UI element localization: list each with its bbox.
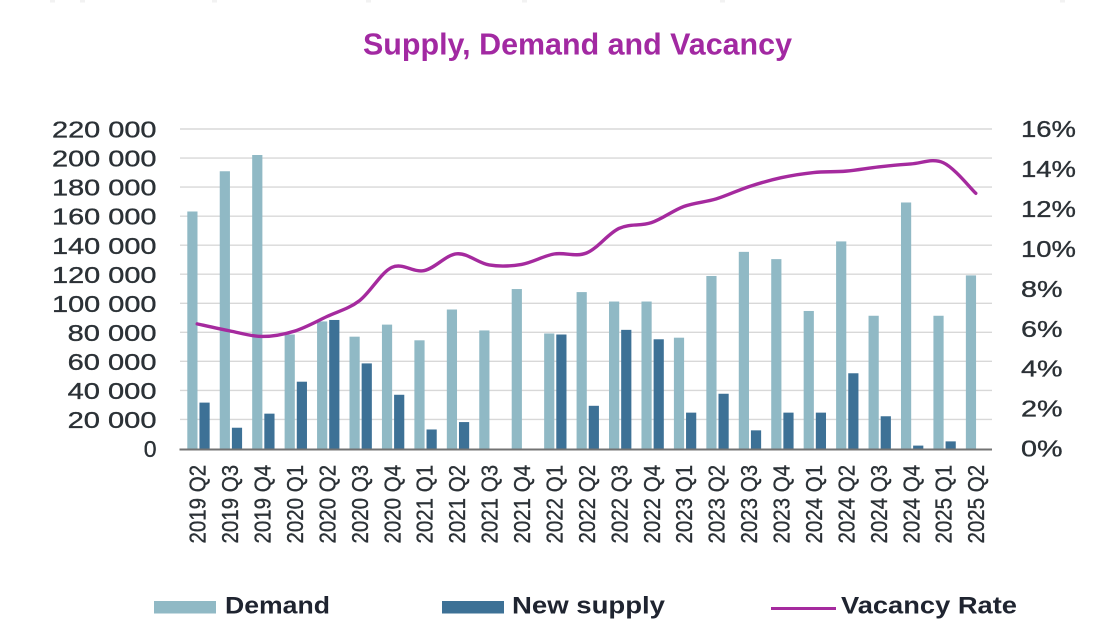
svg-text:0: 0 — [144, 436, 157, 462]
svg-text:2023 Q3: 2023 Q3 — [736, 465, 762, 544]
svg-text:2021 Q2: 2021 Q2 — [444, 465, 470, 544]
svg-text:2025 Q1: 2025 Q1 — [931, 465, 957, 544]
svg-text:4%: 4% — [1021, 356, 1063, 382]
svg-text:160 000: 160 000 — [52, 204, 157, 230]
svg-text:2022 Q4: 2022 Q4 — [639, 465, 665, 544]
svg-text:2022 Q3: 2022 Q3 — [606, 465, 632, 544]
svg-text:2019 Q2: 2019 Q2 — [185, 465, 211, 544]
svg-text:2024 Q4: 2024 Q4 — [898, 465, 924, 544]
svg-text:2024 Q3: 2024 Q3 — [866, 465, 892, 544]
svg-text:40 000: 40 000 — [68, 378, 157, 404]
svg-text:16%: 16% — [1021, 116, 1076, 142]
svg-text:80 000: 80 000 — [68, 320, 157, 346]
svg-text:2023 Q1: 2023 Q1 — [671, 465, 697, 544]
svg-text:2023 Q4: 2023 Q4 — [769, 465, 795, 544]
svg-text:220 000: 220 000 — [52, 117, 157, 143]
svg-text:New supply: New supply — [512, 593, 666, 620]
svg-text:100 000: 100 000 — [52, 291, 157, 317]
svg-text:2023 Q2: 2023 Q2 — [704, 465, 730, 544]
svg-text:2021 Q3: 2021 Q3 — [477, 465, 503, 544]
svg-text:2019 Q3: 2019 Q3 — [217, 465, 243, 544]
svg-text:2022 Q2: 2022 Q2 — [574, 465, 600, 544]
svg-text:10%: 10% — [1021, 236, 1076, 262]
svg-text:2024 Q1: 2024 Q1 — [801, 465, 827, 544]
svg-text:0%: 0% — [1021, 436, 1063, 462]
svg-text:2021 Q4: 2021 Q4 — [509, 465, 535, 544]
svg-text:120 000: 120 000 — [52, 262, 157, 288]
svg-text:180 000: 180 000 — [52, 175, 157, 201]
svg-text:2020 Q4: 2020 Q4 — [379, 465, 405, 544]
svg-text:Demand: Demand — [225, 593, 330, 620]
svg-text:2%: 2% — [1021, 396, 1063, 422]
svg-text:2019 Q4: 2019 Q4 — [250, 465, 276, 544]
svg-text:60 000: 60 000 — [68, 349, 157, 375]
svg-text:12%: 12% — [1021, 196, 1076, 222]
svg-text:6%: 6% — [1021, 316, 1063, 342]
svg-text:200 000: 200 000 — [52, 146, 157, 172]
svg-text:2020 Q2: 2020 Q2 — [314, 465, 340, 544]
svg-text:Vacancy Rate: Vacancy Rate — [841, 593, 1017, 620]
svg-text:20 000: 20 000 — [68, 407, 157, 433]
svg-text:2020 Q3: 2020 Q3 — [347, 465, 373, 544]
svg-text:140 000: 140 000 — [52, 233, 157, 259]
svg-text:Supply, Demand and Vacancy: Supply, Demand and Vacancy — [363, 28, 792, 62]
svg-text:14%: 14% — [1021, 156, 1076, 182]
svg-text:2025 Q2: 2025 Q2 — [963, 465, 989, 544]
svg-text:2021 Q1: 2021 Q1 — [412, 465, 438, 544]
svg-text:2024 Q2: 2024 Q2 — [833, 465, 859, 544]
svg-text:8%: 8% — [1021, 276, 1063, 302]
svg-text:2022 Q1: 2022 Q1 — [541, 465, 567, 544]
svg-text:2020 Q1: 2020 Q1 — [282, 465, 308, 544]
